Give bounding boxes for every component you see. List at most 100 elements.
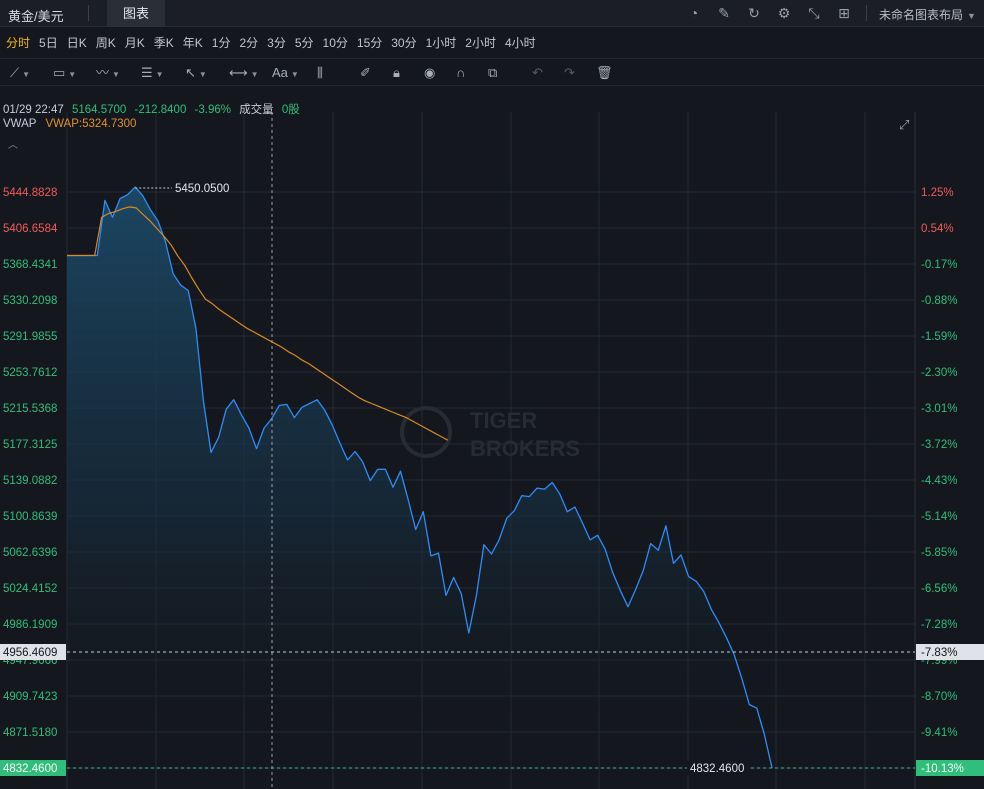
layout-selector[interactable]: 未命名图表布局 ▼ — [879, 6, 976, 23]
pct-tick-label: -4.43% — [921, 475, 957, 487]
pct-tick-label: -0.88% — [921, 295, 957, 307]
copy-icon[interactable]: ⧉ — [488, 65, 498, 80]
period-tab[interactable]: 日K — [66, 35, 87, 50]
low-label-bg — [687, 761, 749, 775]
pct-tick-label: -0.17% — [921, 259, 957, 271]
text-icon[interactable]: Aa ▼ — [272, 65, 299, 80]
price-lines — [67, 186, 773, 769]
vwap-line — [67, 206, 448, 441]
wave-icon[interactable]: 〰 ▼ — [96, 65, 120, 80]
y-tick-label: 5215.5368 — [3, 403, 57, 415]
last-price-box — [0, 760, 66, 776]
period-tab[interactable]: 1分 — [211, 35, 231, 50]
pct-tick-label: -2.30% — [921, 367, 957, 379]
period-tab[interactable]: 30分 — [391, 35, 417, 50]
vwap-name: VWAP — [3, 118, 37, 130]
y-tick-label: 4909.7423 — [3, 691, 57, 703]
quote-info: 01/29 22:47 5164.5700 -212.8400 -3.96% 成… — [3, 101, 300, 117]
period-tab[interactable]: 月K — [124, 35, 145, 50]
refresh-icon[interactable]: ↻ — [748, 5, 760, 21]
fib-icon[interactable]: ☰ ▼ — [141, 65, 164, 80]
period-tab[interactable]: 周K — [95, 35, 116, 50]
quote-time: 01/29 22:47 — [3, 104, 64, 116]
fullscreen-icon[interactable]: ⤢ — [899, 117, 910, 132]
axes: 5444.8828 5406.6584 5368.4341 5330.2098 5291… — [0, 187, 984, 776]
undo-icon[interactable]: ↶ — [532, 65, 543, 80]
pct-tick-label: -1.59% — [921, 331, 957, 343]
y-tick-label: 5406.6584 — [3, 223, 58, 235]
pct-tick-label: -9.41% — [921, 727, 957, 739]
y-tick-label: 5177.3125 — [3, 439, 57, 451]
last-pct-box — [916, 760, 984, 776]
measure-icon[interactable]: ⟷ ▼ — [229, 65, 259, 80]
period-tab[interactable]: 5分 — [294, 35, 314, 50]
period-tab[interactable]: 3分 — [267, 35, 286, 50]
period-tab[interactable]: 2小时 — [465, 35, 496, 50]
indicator-icon[interactable]: ⫼ — [317, 65, 323, 80]
quote-change-pct: -3.96% — [194, 104, 231, 116]
period-tab[interactable]: 10分 — [322, 35, 348, 50]
watermark-text: BROKERS — [470, 436, 580, 461]
watermark-text: TIGER — [470, 408, 537, 433]
period-tab[interactable]: 15分 — [356, 35, 383, 50]
redo-icon[interactable]: ↷ — [564, 65, 575, 80]
quote-price: 5164.5700 — [71, 104, 127, 116]
layout-name: 未命名图表布局 — [879, 8, 964, 22]
pct-tick-label: 0.54% — [921, 223, 954, 235]
period-tab[interactable]: 5日 — [39, 35, 58, 50]
high-label: 5450.0500 — [175, 183, 229, 195]
price-area-fill — [67, 187, 772, 769]
markers: 5450.0500 4832.4600 — [67, 112, 915, 789]
chevron-down-icon: ▼ — [967, 11, 976, 21]
drawing-toolbar: ⟋ ▼ ▭ ▼ 〰 ▼ ☰ ▼ ↖ ▼ ⟷ ▼ Aa ▼ ⫼ ✐ 🔒︎ ◉ ∩ ⧉ ↶ ↷ 🗑… — [0, 58, 984, 86]
speed-icon[interactable]: ◔ — [689, 5, 699, 21]
y-tick-label: 5024.4152 — [3, 583, 57, 595]
watermark: TIGER BROKERS — [400, 406, 580, 461]
price-line — [67, 186, 773, 769]
y-tick-label: 5139.0882 — [3, 475, 57, 487]
cursor-pct-label: -7.83% — [921, 647, 957, 659]
eye-icon[interactable]: ◉ — [424, 65, 436, 80]
y-tick-label: 5100.8639 — [3, 511, 57, 523]
rectangle-icon[interactable]: ▭ ▼ — [53, 65, 77, 80]
cursor-price-label: 4956.4609 — [3, 647, 57, 659]
period-tab[interactable]: 季K — [153, 35, 174, 50]
period-tab[interactable]: 2分 — [239, 35, 259, 50]
volume-label: 成交量 — [239, 104, 274, 116]
trend-line-icon[interactable]: ⟋ ▼ — [10, 65, 31, 80]
settings-icon[interactable]: ⚙ — [777, 5, 791, 21]
pen-icon[interactable]: ✐ — [360, 65, 371, 80]
cursor-price-box — [0, 644, 66, 660]
divider — [866, 5, 867, 21]
period-tab[interactable]: 年K — [182, 35, 203, 50]
tab-chart[interactable]: 图表 — [107, 0, 165, 27]
y-tick-label: 5330.2098 — [3, 295, 57, 307]
y-tick-label: 5062.6396 — [3, 547, 57, 559]
period-tabs: 分时 5日 日K 周K 月K 季K 年K 1分 2分 3分 5分 10分 15分 30分 1小时 2小时 4小时 — [0, 29, 984, 55]
grid-layout-icon[interactable]: ⊞ — [838, 5, 850, 21]
period-tab[interactable]: 1小时 — [425, 35, 457, 50]
pct-tick-label: -3.72% — [921, 439, 957, 451]
vwap-value: VWAP:5324.7300 — [45, 118, 137, 130]
trash-icon[interactable]: 🗑︎ — [596, 65, 613, 80]
pct-tick-label: -7.28% — [921, 619, 957, 631]
last-pct-label: -10.13% — [921, 763, 964, 775]
symbol-title[interactable]: 黄金/美元 — [8, 9, 64, 24]
pct-tick-label: -6.56% — [921, 583, 957, 595]
low-label: 4832.4600 — [690, 763, 744, 775]
last-price-label: 4832.4600 — [3, 763, 57, 775]
arrow-icon[interactable]: ↖ ▼ — [185, 65, 207, 80]
y-tick-label: 5253.7612 — [3, 367, 57, 379]
divider — [88, 5, 89, 21]
lock-icon[interactable]: 🔒︎ — [393, 65, 400, 80]
vwap-legend[interactable]: VWAP VWAP:5324.7300 — [3, 118, 136, 130]
chevron-up-icon[interactable]: ︿ — [8, 140, 18, 151]
period-tab[interactable]: 分时 — [6, 35, 31, 50]
magnet-icon[interactable]: ∩ — [456, 65, 466, 80]
period-tab[interactable]: 4小时 — [504, 35, 536, 50]
watermark-logo — [400, 406, 452, 458]
collapse-icon[interactable]: ⤡ — [808, 5, 820, 21]
edit-icon[interactable]: ✎ — [718, 5, 730, 21]
y-tick-label: 5444.8828 — [3, 187, 57, 199]
